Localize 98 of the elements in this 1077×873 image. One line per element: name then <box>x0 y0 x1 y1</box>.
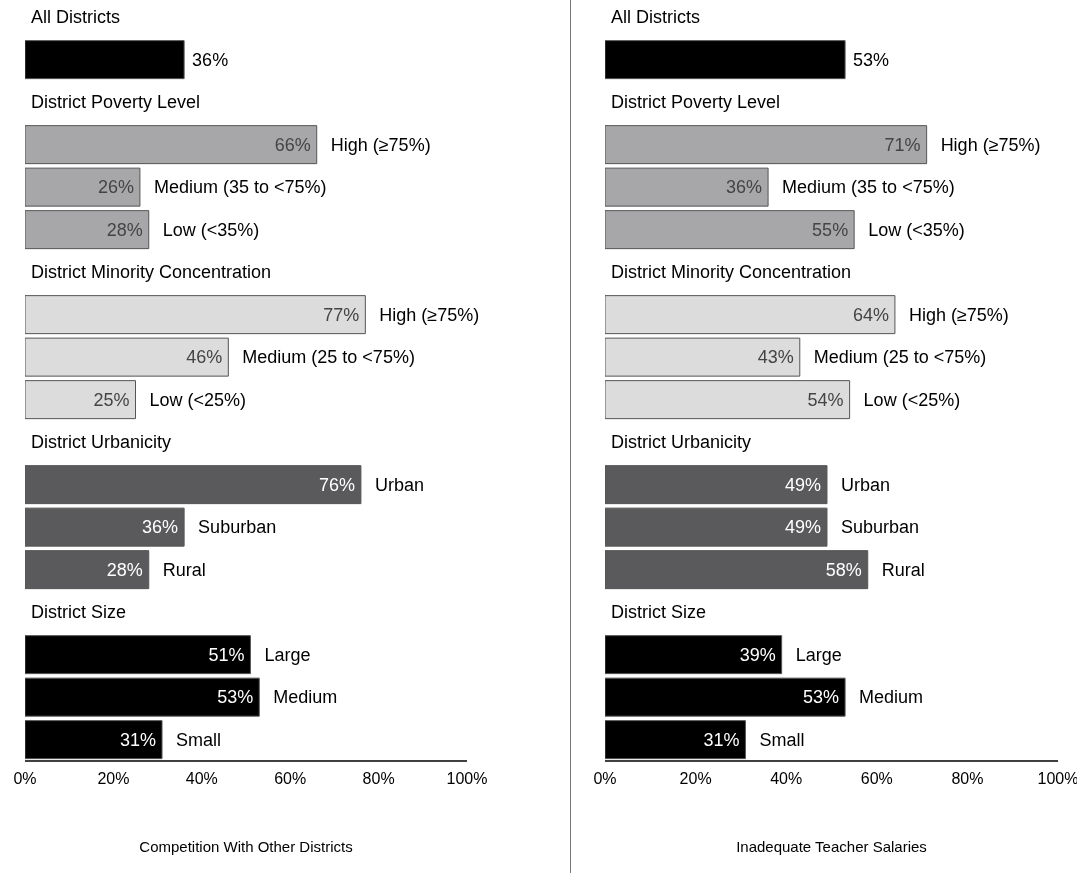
y-tick-label: District Minority Concentration <box>611 262 852 283</box>
bar <box>25 337 229 377</box>
x-tick-label: 0% <box>593 770 617 788</box>
data-label: 58% <box>825 559 862 580</box>
y-tick-label: District Poverty Level <box>611 92 781 113</box>
data-label: 46% <box>186 347 223 368</box>
y-tick-label: Urban <box>374 474 424 495</box>
y-tick-label: Low (<25%) <box>149 389 247 410</box>
bar <box>605 210 855 250</box>
bar <box>25 125 318 165</box>
data-label: 26% <box>97 177 134 198</box>
y-tick-label: Low (<25%) <box>863 389 961 410</box>
y-tick-label: All Districts <box>31 7 120 28</box>
y-tick-label: Low (<35%) <box>868 219 965 240</box>
y-tick-label: Rural <box>881 559 925 580</box>
y-tick-label: District Minority Concentration <box>31 262 272 283</box>
data-label: 36% <box>726 177 763 198</box>
x-axis-title: Competition With Other Districts <box>139 838 353 855</box>
y-tick-label: Small <box>759 729 805 750</box>
x-tick-label: 100% <box>446 770 488 788</box>
y-tick-label: Medium <box>859 687 924 708</box>
x-tick-label: 80% <box>951 770 984 788</box>
y-tick-label: High (≥75%) <box>908 304 1009 325</box>
data-label: 53% <box>853 49 890 70</box>
data-label: 71% <box>884 134 921 155</box>
y-tick-label: All Districts <box>611 7 700 28</box>
data-label: 31% <box>119 729 157 750</box>
y-tick-label: Large <box>795 644 842 665</box>
bar <box>605 550 869 590</box>
bar <box>605 125 928 165</box>
bar <box>605 677 846 717</box>
x-tick-label: 20% <box>679 770 712 788</box>
data-label: 43% <box>757 347 794 368</box>
y-tick-label: Medium (35 to <75%) <box>782 177 955 198</box>
bar <box>25 465 362 505</box>
y-tick-label: District Size <box>31 602 127 623</box>
bar <box>605 337 801 377</box>
data-label: 49% <box>784 474 821 495</box>
bar <box>25 295 366 335</box>
y-tick-label: Low (<35%) <box>162 219 260 240</box>
y-tick-label: Suburban <box>840 517 920 538</box>
y-tick-label: Medium (35 to <75%) <box>153 177 327 198</box>
data-label: 28% <box>106 219 143 240</box>
x-tick-label: 0% <box>13 770 37 788</box>
bar <box>25 507 185 547</box>
x-tick-label: 80% <box>362 770 395 788</box>
y-tick-label: Large <box>264 644 311 665</box>
x-tick-label: 20% <box>97 770 130 788</box>
data-label: 55% <box>812 219 849 240</box>
y-tick-label: Medium (25 to <75%) <box>813 347 987 368</box>
data-label: 77% <box>323 304 360 325</box>
data-label: 66% <box>274 134 311 155</box>
data-label: 64% <box>852 304 889 325</box>
bar <box>25 167 141 207</box>
bar <box>605 465 828 505</box>
bar <box>605 380 851 420</box>
y-tick-label: Medium <box>273 687 338 708</box>
bar <box>25 210 150 250</box>
y-tick-label: Suburban <box>198 517 277 538</box>
x-tick-label: 60% <box>274 770 307 788</box>
bar <box>605 635 783 675</box>
data-label: 51% <box>208 644 245 665</box>
bar <box>25 677 260 717</box>
bar <box>605 295 896 335</box>
y-tick-label: High (≥75%) <box>940 134 1041 155</box>
x-tick-label: 60% <box>860 770 893 788</box>
y-tick-label: Small <box>176 729 222 750</box>
data-label: 28% <box>106 559 143 580</box>
x-tick-label: 100% <box>1037 770 1077 788</box>
data-label: 36% <box>192 49 229 70</box>
y-tick-label: Rural <box>162 559 206 580</box>
bar <box>25 635 251 675</box>
y-tick-label: District Urbanicity <box>31 432 172 453</box>
bar <box>605 507 828 547</box>
y-tick-label: Urban <box>840 474 890 495</box>
y-tick-label: High (≥75%) <box>330 134 431 155</box>
data-label: 39% <box>739 644 776 665</box>
bar <box>605 40 846 80</box>
data-label: 25% <box>93 389 130 410</box>
y-tick-label: High (≥75%) <box>379 304 480 325</box>
data-label: 49% <box>784 517 821 538</box>
data-label: 76% <box>318 474 355 495</box>
y-tick-label: District Urbanicity <box>611 432 752 453</box>
x-tick-label: 40% <box>770 770 803 788</box>
data-label: 53% <box>803 687 840 708</box>
bar <box>25 380 136 420</box>
bar <box>25 550 150 590</box>
data-label: 54% <box>807 389 844 410</box>
bar <box>605 167 769 207</box>
data-label: 53% <box>217 687 254 708</box>
data-label: 36% <box>142 517 179 538</box>
bar <box>25 40 185 80</box>
y-tick-label: District Size <box>611 602 707 623</box>
x-tick-label: 40% <box>185 770 218 788</box>
y-tick-label: Medium (25 to <75%) <box>242 347 415 368</box>
y-tick-label: District Poverty Level <box>31 92 201 113</box>
x-axis-title: Inadequate Teacher Salaries <box>736 838 927 855</box>
data-label: 31% <box>703 729 740 750</box>
